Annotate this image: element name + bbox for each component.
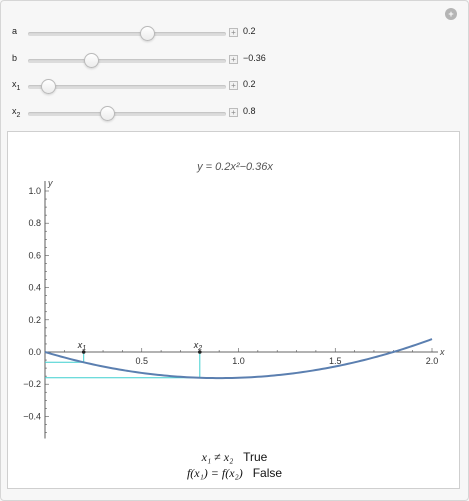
slider-thumb[interactable]: [84, 53, 100, 68]
slider-track[interactable]: [28, 26, 226, 41]
x-tick-label: 2.0: [426, 356, 439, 366]
slider-value: 0.2: [243, 26, 256, 36]
x-axis-label: x: [439, 347, 445, 357]
marker-label-x2: x2: [193, 340, 203, 352]
x-tick-label: 0.5: [135, 356, 148, 366]
slider-row-x2: x2 +0.8: [0, 103, 469, 123]
y-tick-label: 0.0: [28, 347, 41, 357]
slider-track[interactable]: [28, 53, 226, 68]
plus-icon[interactable]: +: [229, 28, 238, 37]
slider-thumb[interactable]: [40, 79, 56, 94]
slider-row-a: a +0.2: [0, 23, 469, 43]
slider-label: x2: [12, 106, 21, 119]
slider-label: b: [12, 53, 18, 63]
slider-row-x1: x1 +0.2: [0, 76, 469, 96]
slider-value: 0.8: [243, 106, 256, 116]
slider-label: a: [12, 26, 18, 36]
y-tick-label: 0.4: [28, 283, 41, 293]
result-line-1: x₁ ≠ x₂ True: [8, 450, 461, 465]
slider-row-b: b + −0.36: [0, 50, 469, 70]
result-2-expression: f(x₁) = f(x₂): [186, 466, 243, 480]
result-1-expression: x₁ ≠ x₂: [201, 450, 234, 464]
function-curve: [44, 338, 433, 380]
reset-icon[interactable]: +: [445, 8, 457, 20]
slider-track[interactable]: [28, 106, 226, 121]
slider-thumb[interactable]: [139, 26, 155, 41]
plus-icon[interactable]: +: [229, 81, 238, 90]
result-2-value: False: [252, 466, 283, 480]
result-1-value: True: [243, 450, 268, 464]
y-tick-label: 0.8: [28, 218, 41, 228]
plot-title: y = 0.2x²−0.36x: [196, 161, 273, 173]
result-line-2: f(x₁) = f(x₂) False: [8, 466, 461, 481]
x-tick-label: 1.5: [329, 356, 342, 366]
slider-thumb[interactable]: [100, 106, 116, 121]
plus-icon[interactable]: +: [229, 108, 238, 117]
slider-value: −0.36: [243, 53, 266, 63]
slider-label: x1: [12, 79, 21, 92]
plus-icon[interactable]: +: [229, 55, 238, 64]
marker-x1: [81, 350, 86, 354]
marker-label-x1: x1: [77, 340, 87, 352]
y-tick-label: 0.6: [28, 250, 41, 260]
y-axis-label: y: [47, 178, 53, 188]
y-tick-label: 0.2: [28, 315, 41, 325]
y-tick-label: −0.2: [23, 379, 41, 389]
plot-svg: y = 0.2x²−0.36x y x 1.0 0.8 0.6 0.4 0.2 0.0 −0.2…: [23, 161, 445, 439]
plot-panel: y = 0.2x²−0.36x y x 1.0 0.8 0.6 0.4 0.2 0.0 −0.2…: [7, 131, 460, 489]
x-tick-label: 1.0: [232, 356, 245, 366]
marker-x2: [198, 350, 202, 354]
y-tick-label: 1.0: [28, 186, 41, 196]
y-tick-label: −0.4: [23, 411, 41, 421]
slider-track[interactable]: [28, 79, 226, 94]
slider-value: 0.2: [243, 79, 256, 89]
